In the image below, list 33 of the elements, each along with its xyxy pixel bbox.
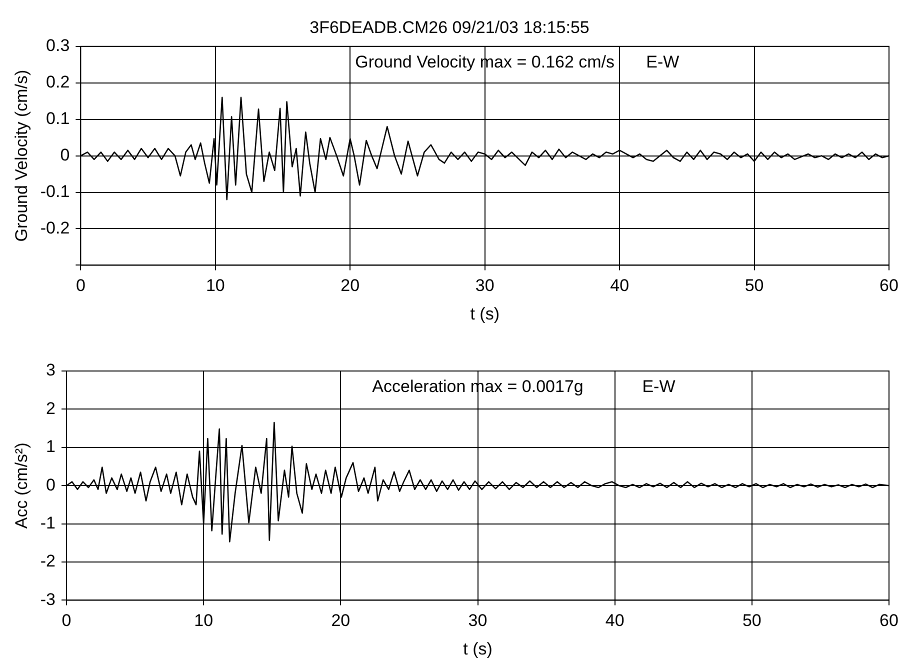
x-tick-label: 10 [194, 611, 214, 630]
x-tick-label: 0 [76, 276, 86, 296]
y-tick-label: 0.2 [46, 72, 70, 92]
y-tick-label: -3 [40, 590, 56, 609]
y-tick-label: 0 [46, 475, 56, 494]
x-tick-label: 50 [742, 611, 762, 630]
y-tick-label: 0.1 [46, 109, 70, 128]
x-tick-label: 40 [610, 276, 630, 296]
y-tick-label: -0.1 [40, 182, 70, 201]
x-tick-label: 30 [475, 276, 494, 296]
y-axis-title: Ground Velocity (cm/s) [12, 70, 31, 242]
x-tick-label: 10 [206, 276, 225, 296]
y-tick-label: 1 [46, 437, 56, 456]
y-tick-label: 0.3 [46, 36, 70, 56]
x-axis-title: t (s) [463, 639, 492, 658]
y-tick-label: 0 [60, 145, 70, 164]
x-tick-label: 60 [880, 611, 898, 630]
y-tick-label: -0.2 [40, 218, 70, 238]
y-axis-title: Acc (cm/s²) [12, 442, 31, 529]
y-tick-label: 3 [46, 360, 56, 380]
annotation: E-W [642, 377, 676, 396]
x-tick-label: 40 [605, 611, 624, 630]
x-tick-label: 20 [331, 611, 350, 630]
x-tick-label: 60 [880, 276, 898, 296]
x-axis-title: t (s) [470, 304, 500, 324]
y-tick-label: -2 [40, 552, 56, 571]
annotation: E-W [646, 52, 680, 72]
y-tick-label: -1 [40, 513, 56, 532]
x-tick-label: 20 [340, 276, 360, 296]
x-tick-label: 30 [468, 611, 488, 630]
y-tick-label: 2 [46, 398, 56, 418]
x-tick-label: 50 [744, 276, 764, 296]
chart-title: 3F6DEADB.CM26 09/21/03 18:15:55 [310, 18, 590, 37]
